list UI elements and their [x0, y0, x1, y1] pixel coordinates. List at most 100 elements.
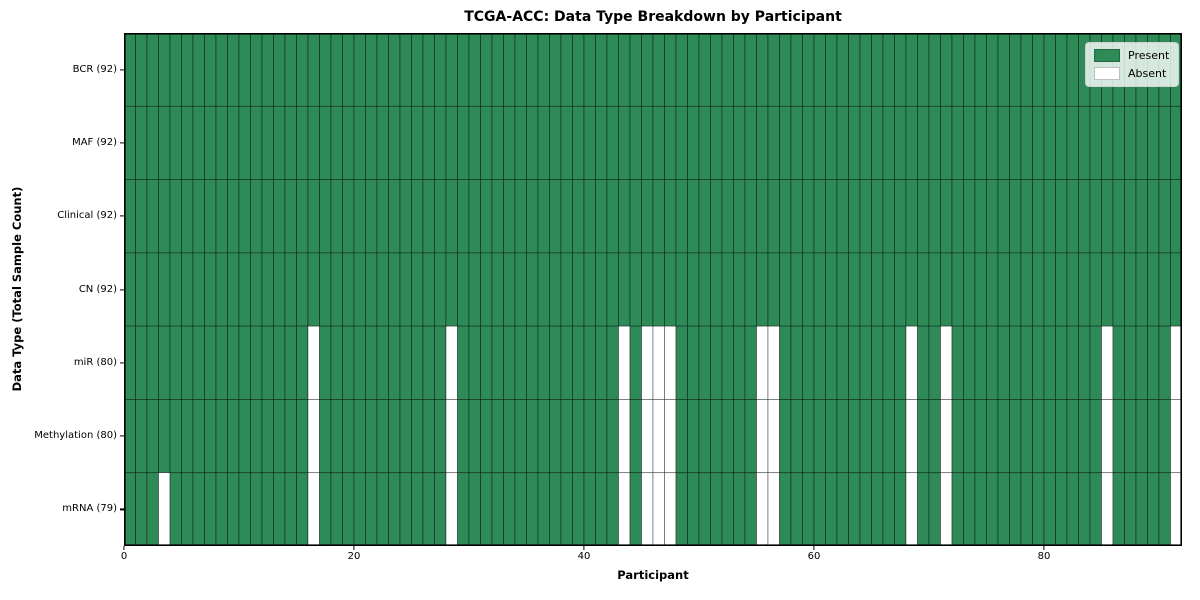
heatmap-cell: [342, 325, 355, 400]
heatmap-cell: [1009, 472, 1022, 546]
heatmap-cell: [261, 399, 274, 474]
heatmap-cell: [468, 33, 481, 107]
heatmap-cell: [664, 33, 677, 107]
heatmap-cell: [215, 179, 228, 254]
heatmap-cell: [652, 252, 665, 327]
heatmap-cell: [204, 399, 217, 474]
heatmap-cell: [526, 252, 539, 327]
heatmap-cell: [779, 472, 792, 546]
heatmap-cell: [848, 179, 861, 254]
heatmap-cell: [238, 399, 251, 474]
heatmap-cell: [779, 399, 792, 474]
heatmap-cell: [491, 472, 504, 546]
heatmap-cell: [365, 179, 378, 254]
heatmap-cell: [917, 472, 930, 546]
heatmap-cell: [204, 179, 217, 254]
heatmap-cell: [284, 399, 297, 474]
heatmap-cell: [560, 179, 573, 254]
heatmap-cell: [1009, 105, 1022, 180]
heatmap-cell: [756, 105, 769, 180]
heatmap-cell: [284, 472, 297, 546]
heatmap-cell: [572, 399, 585, 474]
heatmap-cell: [422, 179, 435, 254]
heatmap-cell: [572, 252, 585, 327]
heatmap-cell: [169, 105, 182, 180]
heatmap-cell: [951, 472, 964, 546]
heatmap-cell: [618, 33, 631, 107]
heatmap-cell: [342, 33, 355, 107]
heatmap-cell: [434, 325, 447, 400]
heatmap-cell: [1066, 325, 1079, 400]
heatmap-cell: [940, 325, 953, 400]
heatmap-cell: [951, 252, 964, 327]
heatmap-cell: [273, 179, 286, 254]
heatmap-cell: [813, 33, 826, 107]
heatmap-cell: [124, 472, 136, 546]
heatmap-cell: [1089, 325, 1102, 400]
heatmap-cell: [698, 472, 711, 546]
heatmap-cell: [744, 472, 757, 546]
heatmap-cell: [813, 399, 826, 474]
heatmap-cell: [158, 179, 171, 254]
heatmap-cell: [353, 472, 366, 546]
plot-area: Present Absent: [124, 33, 1182, 546]
heatmap-cell: [411, 399, 424, 474]
heatmap-cell: [675, 252, 688, 327]
heatmap-cell: [687, 179, 700, 254]
heatmap-cell: [802, 472, 815, 546]
heatmap-cell: [756, 472, 769, 546]
heatmap-cell: [457, 399, 470, 474]
heatmap-cell: [859, 179, 872, 254]
heatmap-cell: [572, 179, 585, 254]
heatmap-cell: [227, 252, 240, 327]
heatmap-cell: [1135, 252, 1148, 327]
heatmap-cell: [710, 252, 723, 327]
heatmap-cell: [411, 105, 424, 180]
heatmap-cell: [457, 179, 470, 254]
heatmap-cell: [1158, 252, 1171, 327]
heatmap-cell: [135, 252, 148, 327]
heatmap-cell: [480, 325, 493, 400]
heatmap-cell: [192, 179, 205, 254]
heatmap-cell: [250, 252, 263, 327]
heatmap-cell: [307, 399, 320, 474]
heatmap-cell: [1009, 252, 1022, 327]
heatmap-cell: [1032, 399, 1045, 474]
heatmap-cell: [905, 325, 918, 400]
heatmap-cell: [951, 399, 964, 474]
heatmap-cell: [181, 105, 194, 180]
y-tick-label-cn: CN (92): [78, 283, 117, 295]
heatmap-cell: [514, 252, 527, 327]
heatmap-cell: [307, 252, 320, 327]
heatmap-cell: [1170, 399, 1182, 474]
heatmap-cell: [733, 472, 746, 546]
heatmap-cell: [445, 252, 458, 327]
heatmap-cell: [549, 399, 562, 474]
heatmap-cell: [445, 399, 458, 474]
heatmap-cell: [503, 325, 516, 400]
heatmap-cell: [1101, 105, 1114, 180]
heatmap-cell: [963, 399, 976, 474]
heatmap-cell: [514, 472, 527, 546]
chart-title: TCGA-ACC: Data Type Breakdown by Partici…: [464, 9, 842, 25]
heatmap-cell: [365, 105, 378, 180]
heatmap-cell: [595, 399, 608, 474]
heatmap-cell: [468, 179, 481, 254]
heatmap-cell: [353, 325, 366, 400]
heatmap-cell: [284, 179, 297, 254]
heatmap-cell: [641, 472, 654, 546]
heatmap-cell: [733, 179, 746, 254]
heatmap-cell: [537, 33, 550, 107]
heatmap-cell: [319, 472, 332, 546]
heatmap-cell: [928, 399, 941, 474]
heatmap-cell: [1112, 252, 1125, 327]
heatmap-cell: [652, 399, 665, 474]
heatmap-cell: [606, 33, 619, 107]
heatmap-cell: [871, 105, 884, 180]
heatmap-cell: [744, 179, 757, 254]
heatmap-cell: [1135, 399, 1148, 474]
heatmap-cell: [721, 252, 734, 327]
heatmap-cell: [641, 252, 654, 327]
heatmap-cell: [825, 33, 838, 107]
heatmap-cell: [917, 179, 930, 254]
